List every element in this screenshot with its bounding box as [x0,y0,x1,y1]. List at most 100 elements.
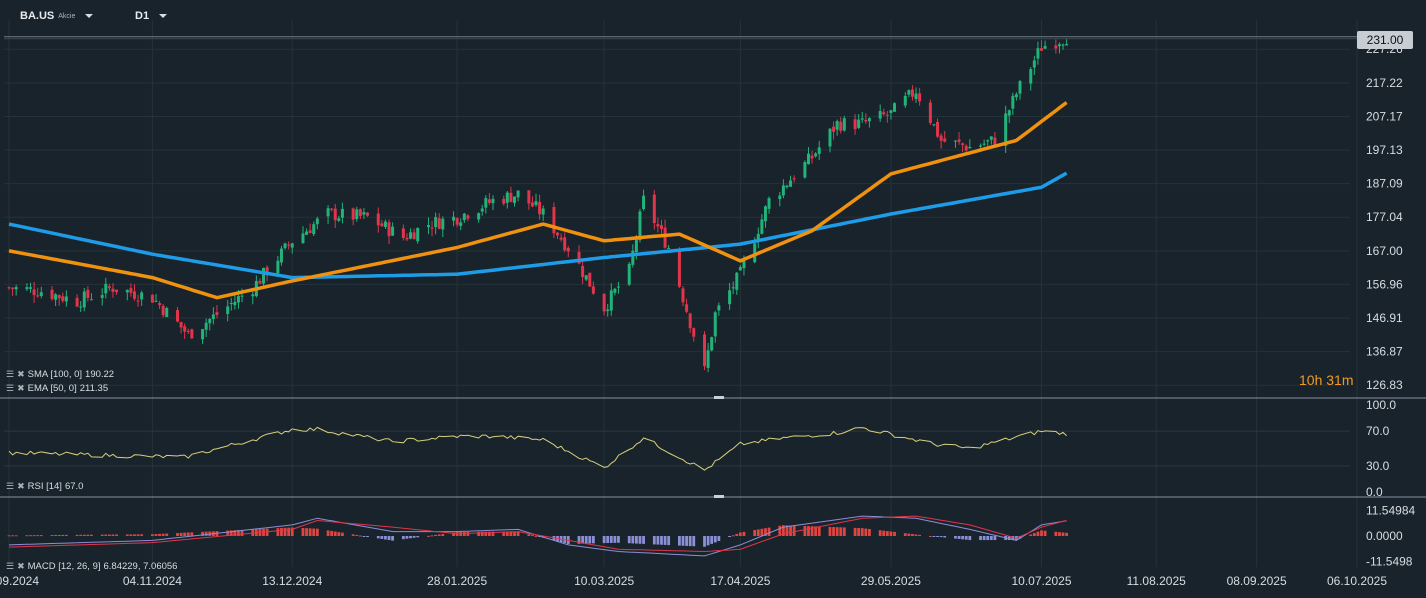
macd-histogram-bar [133,534,136,536]
candle-body [82,291,86,308]
macd-histogram-bar [753,530,757,536]
sma-line [8,171,1068,280]
settings-icon[interactable]: ☰ [6,561,15,571]
close-icon[interactable]: ✖ [17,369,25,379]
candle-body [366,212,370,216]
candle-body [391,226,395,236]
candle-body [738,267,742,271]
indicator-sma[interactable]: ☰ ✖ SMA [100, 0] 190.22 [6,369,114,380]
macd-histogram-bar [477,531,481,536]
macd-histogram-bar [280,527,283,536]
pane-resize-handle[interactable] [714,396,724,399]
candle-body [781,185,785,196]
macd-axis-label: -11.5498 [1366,555,1413,569]
candle-body [688,313,692,329]
rsi-value: 67.0 [64,481,84,492]
candle-body [340,208,344,218]
candle-body [236,296,240,303]
timeframe-label: D1 [135,10,150,22]
macd-histogram-bar [631,536,635,544]
macd-histogram-bar [125,534,129,536]
macd-histogram-bar [64,534,68,536]
candle-body [487,199,491,203]
rsi-line [8,426,1067,471]
macd-histogram-bar [412,536,416,538]
settings-icon[interactable]: ☰ [6,369,15,379]
candle-body [437,218,441,229]
macd-histogram-bar [713,536,717,543]
macd-histogram-bar [154,534,158,536]
macd-histogram-bar [111,534,115,536]
settings-icon[interactable]: ☰ [6,481,15,491]
indicator-rsi[interactable]: ☰ ✖ RSI [14] 67.0 [6,481,83,492]
macd-histogram-bar [531,535,534,537]
macd-histogram-bar [979,536,982,541]
candle-body [814,153,818,157]
candle-body [1029,69,1033,84]
macd-histogram-bar [452,532,455,536]
macd-histogram-bar [810,526,814,536]
indicator-ema[interactable]: ☰ ✖ EMA [50, 0] 211.35 [6,383,108,394]
macd-histogram-bar [276,528,280,536]
candle-body [416,227,420,242]
timeframe-selector[interactable]: D1 [135,10,168,22]
candle-body [190,329,194,339]
candle-body [129,288,133,293]
price-axis-label: 146.91 [1366,311,1403,325]
macd-histogram-bar [1061,532,1065,536]
macd-histogram-bar [39,535,43,537]
candle-body [993,137,997,146]
symbol-selector[interactable]: BA.US Akcie [20,10,94,22]
candle-body [502,198,506,204]
indicator-macd[interactable]: ☰ ✖ MACD [12, 26, 9] 6.84229, 7.06056 [6,561,177,572]
candle-body [853,119,857,130]
price-axis-label: 187.09 [1366,177,1403,191]
candle-body [986,140,990,142]
candle-body [233,301,237,306]
candle-body [685,304,689,312]
candle-body [957,139,961,142]
candle-body [717,305,721,311]
candle-body [760,219,764,234]
candle-body [1061,44,1065,46]
close-icon[interactable]: ✖ [17,561,25,571]
settings-icon[interactable]: ☰ [6,383,15,393]
macd-histogram-bar [86,534,90,536]
candle-body [240,295,244,297]
rsi-axis-label: 100.0 [1366,398,1396,412]
candle-body [1040,48,1044,51]
candle-body [616,286,620,288]
macd-histogram-bar [366,536,369,537]
candle-body [577,251,581,264]
candle-body [767,198,771,209]
candle-body [125,289,129,293]
macd-histogram-bar [832,527,835,536]
candle-body [914,93,918,100]
candle-body [979,145,983,147]
macd-histogram-bar [638,536,642,544]
macd-histogram-bar [427,535,430,537]
macd-histogram-bar [61,534,65,536]
macd-histogram-bar [502,531,506,536]
candle-body [158,303,162,306]
macd-histogram-bar [1007,536,1011,541]
candle-body [713,312,717,337]
macd-histogram-bar [642,536,645,544]
macd-histogram-bar [1011,536,1015,540]
close-icon[interactable]: ✖ [17,481,25,491]
symbol-type-label: Akcie [58,12,76,20]
pane-resize-handle[interactable] [714,495,724,498]
macd-histogram-bar [868,528,871,536]
macd-histogram-bar [778,525,782,536]
candle-body [25,287,29,290]
candle-body [150,294,154,303]
candle-body [538,201,542,215]
macd-histogram-bar [115,534,118,536]
candle-body [315,218,319,225]
candle-body [276,260,280,274]
candle-body [179,321,183,328]
close-icon[interactable]: ✖ [17,383,25,393]
time-axis-label: 17.04.2025 [710,574,770,588]
price-axis-label: 156.96 [1366,277,1403,291]
